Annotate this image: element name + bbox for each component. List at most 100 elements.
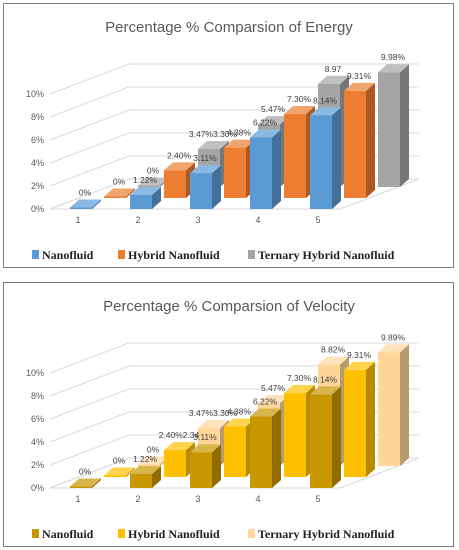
bar-energy-s2-c5 <box>344 82 375 198</box>
gridline-side <box>49 388 130 420</box>
x-tick-label: 1 <box>75 494 80 504</box>
chart-floor <box>49 457 420 489</box>
y-tick-label: 4% <box>31 158 44 168</box>
chart-title: Percentage % Comparsion of Energy <box>105 19 353 36</box>
data-label: 3.47%3.30% <box>189 129 238 139</box>
data-label: 6.22% <box>253 117 278 127</box>
data-label: 4.38% <box>227 128 252 138</box>
data-label: 9.98% <box>381 52 406 62</box>
y-tick-label: 8% <box>31 112 44 122</box>
bar-energy-s1-c2 <box>130 186 161 209</box>
legend-label: Nanofluid <box>42 527 94 541</box>
x-tick-label: 2 <box>135 215 140 225</box>
legend-label: Hybrid Nanofluid <box>128 248 220 262</box>
x-tick-label: 5 <box>315 215 320 225</box>
x-tick-label: 4 <box>255 215 260 225</box>
chart-floor <box>49 178 420 210</box>
gridline-side <box>49 155 130 187</box>
y-tick-label: 10% <box>26 368 44 378</box>
data-label: 7.30% <box>287 94 312 104</box>
data-label: 3.47%3.30% <box>189 408 238 418</box>
bar-energy-s1-c4 <box>250 129 281 209</box>
y-tick-label: 0% <box>31 204 44 214</box>
data-label: 9.31% <box>347 71 372 81</box>
legend-swatch <box>248 529 255 538</box>
legend-item: Ternary Hybrid Nanofluid <box>248 527 395 541</box>
legend-swatch <box>118 529 125 538</box>
bar-velocity-s1-c3 <box>190 444 221 488</box>
data-label: 3.11% <box>193 153 217 163</box>
energy-chart: Percentage % Comparsion of Energy 0% 2% 4% 6… <box>26 19 420 262</box>
data-label: 8.97 <box>325 64 342 74</box>
bar-energy-s1-c3 <box>190 165 221 209</box>
y-tick-label: 0% <box>31 483 44 493</box>
data-label: 8.82% <box>321 345 346 355</box>
data-label: 1.22% <box>133 454 158 464</box>
data-label: 5.47% <box>261 104 286 114</box>
data-label: 1.22% <box>133 175 158 185</box>
gridline-side <box>49 109 130 141</box>
data-label: 0% <box>79 188 92 198</box>
legend-item: Hybrid Nanofluid <box>118 248 220 262</box>
data-label: 9.31% <box>347 350 372 360</box>
bar-velocity-s2-c5 <box>344 361 375 477</box>
legend-swatch <box>248 250 255 259</box>
x-tick-label: 4 <box>255 494 260 504</box>
x-tick-label: 5 <box>315 494 320 504</box>
data-label: 8.14% <box>313 95 338 105</box>
y-tick-label: 8% <box>31 391 44 401</box>
legend-swatch <box>32 529 39 538</box>
x-tick-label: 3 <box>195 215 200 225</box>
data-label: 0% <box>113 177 126 187</box>
y-tick-label: 6% <box>31 414 44 424</box>
bar-velocity-s1-c5 <box>310 386 341 488</box>
legend-swatch <box>32 250 39 259</box>
gridline-side <box>49 342 130 374</box>
data-label: 0% <box>79 467 92 477</box>
x-tick-label: 3 <box>195 494 200 504</box>
legend-item: Hybrid Nanofluid <box>118 527 220 541</box>
gridline-side <box>49 411 130 443</box>
x-tick-label: 1 <box>75 215 80 225</box>
bar-energy-s1-c1 <box>70 199 101 209</box>
data-label: 7.30% <box>287 373 312 383</box>
gridline-side <box>49 86 130 118</box>
legend-label: Ternary Hybrid Nanofluid <box>258 527 395 541</box>
velocity-chart: Percentage % Comparsion of Velocity 0% 2% 4… <box>26 298 420 541</box>
legend-item: Nanofluid <box>32 248 94 262</box>
bar-velocity-s1-c1 <box>70 478 101 488</box>
y-tick-label: 2% <box>31 181 44 191</box>
bar-energy-s1-c5 <box>310 107 341 209</box>
legend-label: Nanofluid <box>42 248 94 262</box>
data-label: 2.40%2.34 <box>159 430 200 440</box>
bar-velocity-s2-c2 <box>164 442 195 477</box>
y-tick-label: 2% <box>31 460 44 470</box>
data-label: 9.89% <box>381 332 406 342</box>
legend-item: Ternary Hybrid Nanofluid <box>248 248 395 262</box>
bar-energy-s2-c1 <box>104 188 135 198</box>
data-label: 2.40% <box>167 150 192 160</box>
y-tick-label: 6% <box>31 135 44 145</box>
data-label: 0% <box>147 166 160 176</box>
x-tick-label: 2 <box>135 494 140 504</box>
bar-velocity-s1-c4 <box>250 408 281 488</box>
gridline-side <box>49 132 130 164</box>
legend-swatch <box>118 250 125 259</box>
data-label: 0% <box>113 456 126 466</box>
legend-item: Nanofluid <box>32 527 94 541</box>
gridline-side <box>49 63 130 95</box>
bar-velocity-s3-c5 <box>378 344 409 466</box>
data-label: 0% <box>147 445 160 455</box>
data-label: 5.47% <box>261 383 286 393</box>
energy-chart-panel: Percentage % Comparsion of Energy 0% 2% 4% 6… <box>3 3 454 268</box>
data-label: 6.22% <box>253 396 278 406</box>
bar-velocity-s2-c1 <box>104 467 135 477</box>
chart-title: Percentage % Comparsion of Velocity <box>103 298 355 315</box>
legend-label: Hybrid Nanofluid <box>128 527 220 541</box>
data-label: 8.14% <box>313 374 338 384</box>
bar-energy-s3-c5 <box>378 64 409 187</box>
y-tick-label: 10% <box>26 89 44 99</box>
data-label: 4.38% <box>227 407 252 417</box>
data-label: 3.11% <box>193 432 217 442</box>
velocity-chart-panel: Percentage % Comparsion of Velocity 0% 2% 4… <box>3 282 454 547</box>
